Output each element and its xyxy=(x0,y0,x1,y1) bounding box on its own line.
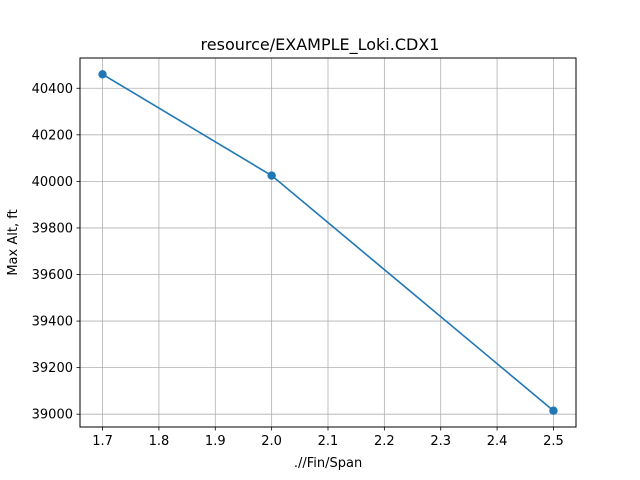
y-axis-label: Max Alt, ft xyxy=(6,209,21,275)
chart-title: resource/EXAMPLE_Loki.CDX1 xyxy=(201,35,440,55)
y-tick-label: 39200 xyxy=(32,361,73,376)
y-tick-label: 39400 xyxy=(32,315,73,330)
x-tick-label: 2.5 xyxy=(543,434,564,449)
series xyxy=(98,70,558,415)
x-tick-label: 2.2 xyxy=(374,434,395,449)
y-tick-label: 39800 xyxy=(32,221,73,236)
y-tick-label: 40200 xyxy=(32,128,73,143)
x-axis-label: .//Fin/Span xyxy=(294,456,362,471)
data-point xyxy=(267,171,276,180)
grid xyxy=(80,58,576,427)
x-tick-label: 1.9 xyxy=(205,434,226,449)
x-tick-label: 2.0 xyxy=(261,434,282,449)
x-tick-label: 2.1 xyxy=(318,434,339,449)
data-point xyxy=(98,70,107,79)
y-tick-label: 40400 xyxy=(32,82,73,97)
x-tick-label: 1.7 xyxy=(92,434,113,449)
x-tick-label: 2.3 xyxy=(430,434,451,449)
x-tick-label: 1.8 xyxy=(149,434,170,449)
x-tick-label: 2.4 xyxy=(487,434,508,449)
y-tick-label: 39000 xyxy=(32,408,73,423)
y-tick-label: 40000 xyxy=(32,175,73,190)
y-tick-label: 39600 xyxy=(32,268,73,283)
data-point xyxy=(549,406,558,415)
axis-ticks: 1.7 1.8 1.9 2.0 2.1 2.2 2.3 2.4 2.5 39000 39200 394… xyxy=(32,82,564,449)
